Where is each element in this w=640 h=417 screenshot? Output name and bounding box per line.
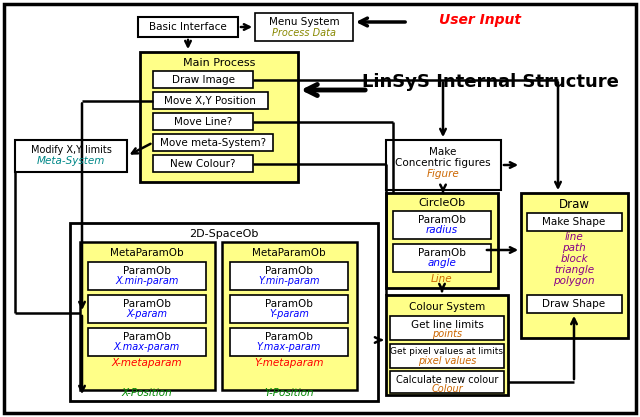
Text: ParamOb: ParamOb [123, 299, 171, 309]
Bar [386, 295, 508, 395]
Text: Y.min-param: Y.min-param [259, 276, 320, 286]
Bar [527, 213, 622, 231]
Bar [393, 244, 491, 272]
Text: Colour System: Colour System [409, 302, 485, 312]
Bar [230, 295, 348, 323]
Text: Move meta-System?: Move meta-System? [160, 138, 266, 148]
Text: X.min-param: X.min-param [115, 276, 179, 286]
Text: path: path [562, 243, 586, 253]
Text: Line: Line [431, 274, 453, 284]
Bar [521, 193, 628, 338]
Text: block: block [560, 254, 588, 264]
Text: points: points [432, 329, 462, 339]
Text: X-metaparam: X-metaparam [112, 358, 182, 368]
Bar [390, 344, 504, 368]
Bar [230, 328, 348, 356]
Text: X-Position: X-Position [122, 388, 172, 398]
Text: radius: radius [426, 225, 458, 235]
Text: Concentric figures: Concentric figures [395, 158, 491, 168]
Text: LinSyS Internal Structure: LinSyS Internal Structure [362, 73, 618, 91]
Text: Y.max-param: Y.max-param [257, 342, 321, 352]
Text: ParamOb: ParamOb [265, 266, 313, 276]
Text: angle: angle [428, 258, 456, 268]
Text: Y-metaparam: Y-metaparam [254, 358, 324, 368]
Text: Get pixel values at limits: Get pixel values at limits [390, 347, 504, 357]
Text: Figure: Figure [427, 169, 460, 179]
Text: Y-Position: Y-Position [264, 388, 314, 398]
Text: Calculate new colour: Calculate new colour [396, 375, 498, 385]
Text: pixel values: pixel values [418, 356, 476, 366]
Text: Draw Shape: Draw Shape [543, 299, 605, 309]
Text: Move X,Y Position: Move X,Y Position [164, 95, 256, 106]
Text: ParamOb: ParamOb [265, 332, 313, 342]
Bar [393, 211, 491, 239]
Text: Modify X,Y limits: Modify X,Y limits [31, 145, 111, 155]
Text: MetaParamOb: MetaParamOb [252, 248, 326, 258]
Text: Make Shape: Make Shape [542, 217, 605, 227]
Text: ParamOb: ParamOb [265, 299, 313, 309]
Bar [15, 140, 127, 172]
Text: Basic Interface: Basic Interface [149, 22, 227, 32]
Text: 2D-SpaceOb: 2D-SpaceOb [189, 229, 259, 239]
Bar [88, 262, 206, 290]
Bar [527, 295, 622, 313]
Bar [138, 17, 238, 37]
Text: CircleOb: CircleOb [419, 198, 465, 208]
Text: polygon: polygon [553, 276, 595, 286]
Bar [153, 92, 268, 109]
Bar [140, 52, 298, 182]
Text: X.max-param: X.max-param [114, 342, 180, 352]
Text: Main Process: Main Process [183, 58, 255, 68]
Text: User Input: User Input [439, 13, 521, 27]
Text: ParamOb: ParamOb [123, 266, 171, 276]
Bar [386, 140, 501, 190]
Text: Colour: Colour [431, 384, 463, 394]
Text: Meta-System: Meta-System [37, 156, 105, 166]
Text: Process Data: Process Data [272, 28, 336, 38]
Text: Y-param: Y-param [269, 309, 309, 319]
Bar [88, 295, 206, 323]
Bar [153, 71, 253, 88]
Text: Draw: Draw [559, 198, 589, 211]
Bar [386, 193, 498, 288]
Text: Draw Image: Draw Image [172, 75, 234, 85]
Text: Make: Make [429, 147, 457, 157]
Text: New Colour?: New Colour? [170, 158, 236, 168]
Bar [70, 223, 378, 401]
Bar [153, 155, 253, 172]
Text: ParamOb: ParamOb [418, 215, 466, 225]
Text: X-param: X-param [127, 309, 168, 319]
Text: Move Line?: Move Line? [174, 116, 232, 126]
Text: ParamOb: ParamOb [418, 248, 466, 258]
Bar [230, 262, 348, 290]
Text: triangle: triangle [554, 265, 594, 275]
Bar [255, 13, 353, 41]
Bar [390, 316, 504, 340]
Bar [390, 371, 504, 393]
Bar [88, 328, 206, 356]
Text: ParamOb: ParamOb [123, 332, 171, 342]
Text: Get line limits: Get line limits [411, 320, 483, 330]
Text: line: line [564, 232, 584, 242]
Bar [153, 113, 253, 130]
Text: MetaParamOb: MetaParamOb [110, 248, 184, 258]
Text: Menu System: Menu System [269, 17, 339, 27]
Bar [222, 242, 357, 390]
Bar [153, 134, 273, 151]
Bar [80, 242, 215, 390]
